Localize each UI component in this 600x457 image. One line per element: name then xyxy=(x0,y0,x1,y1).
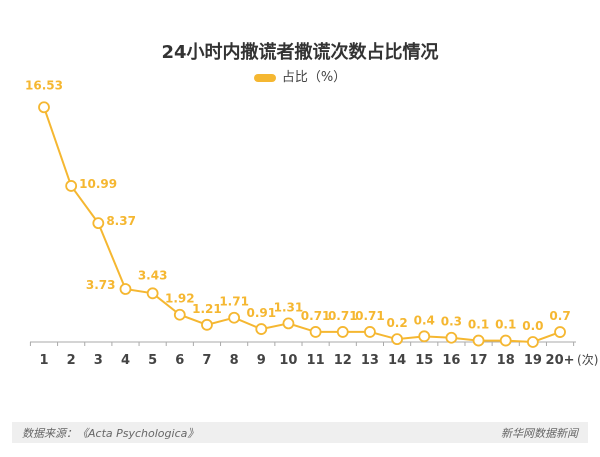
data-point xyxy=(201,318,213,331)
data-point xyxy=(282,317,295,330)
brand-label: 新华网数据新闻 xyxy=(501,427,578,440)
data-point xyxy=(554,326,566,338)
data-point xyxy=(336,326,349,338)
data-point xyxy=(499,334,512,347)
x-tick-label: 5 xyxy=(148,353,157,368)
data-point xyxy=(92,217,105,230)
data-label: 0.71 xyxy=(301,309,331,323)
data-label: 1.21 xyxy=(192,302,222,316)
data-label: 0.0 xyxy=(522,319,543,333)
source-note: 数据来源：《Acta Psychologica》 xyxy=(22,427,199,440)
legend-swatch xyxy=(253,73,276,82)
x-tick-label: 11 xyxy=(307,353,325,368)
x-tick-label: 9 xyxy=(257,353,266,368)
data-label: 1.71 xyxy=(219,295,249,309)
data-label: 0.3 xyxy=(441,315,462,329)
data-label: 0.2 xyxy=(386,316,407,330)
data-label: 0.4 xyxy=(414,313,435,327)
data-label: 0.91 xyxy=(246,306,276,320)
data-label: 0.1 xyxy=(495,318,516,332)
data-point xyxy=(38,101,50,114)
legend-label: 占比（%） xyxy=(281,70,347,85)
x-tick-label: 16 xyxy=(442,353,460,368)
data-label: 1.92 xyxy=(165,292,195,306)
data-label: 0.1 xyxy=(468,318,489,332)
data-point xyxy=(146,287,159,300)
x-tick-label: 14 xyxy=(388,353,406,368)
data-label: 3.73 xyxy=(86,278,116,292)
data-label: 0.7 xyxy=(549,309,570,323)
data-point xyxy=(228,311,241,324)
data-point xyxy=(309,326,322,338)
x-tick-label: 6 xyxy=(175,353,184,368)
chart-title: 24小时内撒谎者撒谎次数占比情况 xyxy=(161,42,439,63)
data-point xyxy=(391,333,403,346)
footer: 数据来源：《Acta Psychologica》 新华网数据新闻 xyxy=(12,422,588,443)
x-tick-label: 10 xyxy=(279,353,297,368)
x-axis-label: (次) xyxy=(577,353,598,367)
x-tick-label: 3 xyxy=(94,353,103,368)
x-tick-label: 18 xyxy=(497,353,515,368)
data-label: 0.71 xyxy=(328,309,358,323)
x-tick-label: 17 xyxy=(470,353,488,368)
x-tick-label: 12 xyxy=(334,353,352,368)
data-point xyxy=(255,323,268,335)
x-tick-label: 15 xyxy=(415,353,433,368)
x-tick-label: 2 xyxy=(67,353,76,368)
x-tick-label: 1 xyxy=(39,353,48,368)
data-point xyxy=(418,330,431,343)
x-tick-label: 20+ xyxy=(546,353,575,368)
data-point xyxy=(65,180,78,192)
data-label: 16.53 xyxy=(25,78,63,92)
data-label: 3.43 xyxy=(138,268,168,282)
x-tick-label: 19 xyxy=(524,353,542,368)
line-chart: 1 2 3 4 5 6 7 8 9 10 11 12 13 14 15 16 17 18 19 20+ (次)16.53… xyxy=(25,78,598,368)
legend: 占比（%） xyxy=(0,66,600,85)
data-label: 10.99 xyxy=(79,177,117,191)
x-tick-label: 13 xyxy=(361,353,379,368)
x-tick-label: 4 xyxy=(121,353,130,368)
data-label: 1.31 xyxy=(274,300,304,314)
x-tick-label: 7 xyxy=(202,353,211,368)
data-point xyxy=(472,334,485,347)
x-tick-label: 8 xyxy=(230,353,239,368)
data-point xyxy=(119,283,132,295)
data-label: 8.37 xyxy=(106,214,136,228)
data-point xyxy=(364,326,376,338)
data-point xyxy=(526,336,539,348)
data-point xyxy=(445,331,458,344)
data-label: 0.71 xyxy=(355,309,385,323)
data-point xyxy=(173,308,186,321)
